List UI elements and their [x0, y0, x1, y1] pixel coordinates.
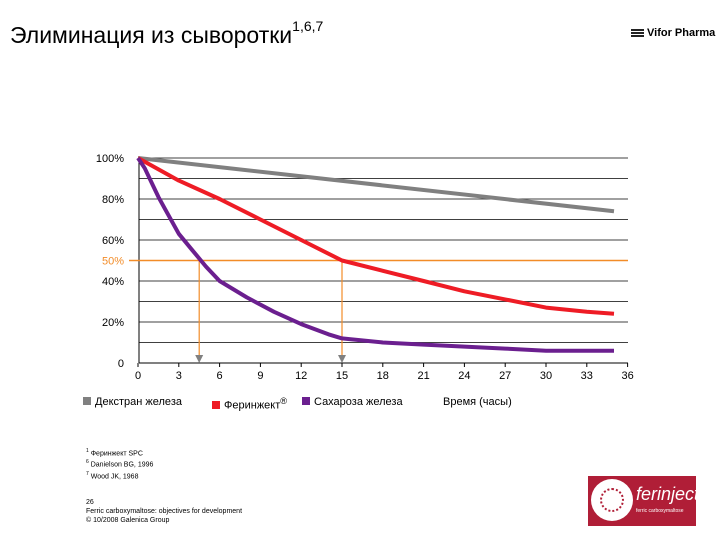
y-tick-label: 0	[118, 358, 124, 370]
slide-title: Элиминация из сыворотки1,6,7	[10, 18, 323, 49]
x-tick-label: 0	[135, 370, 141, 382]
logo-text: Vifor Pharma	[647, 27, 716, 39]
x-tick-label: 3	[176, 370, 182, 382]
x-tick-label: 9	[257, 370, 263, 382]
copyright: © 10/2008 Galenica Group	[86, 517, 170, 524]
y-tick-label: 50%	[102, 256, 124, 268]
legend-item-ferinject: Феринжект®	[212, 396, 287, 412]
footnotes: 1 Феринжект SPC 6 Danielson BG, 1996 7 W…	[86, 447, 153, 481]
y-tick-label: 40%	[102, 276, 124, 288]
y-tick-label: 60%	[102, 235, 124, 247]
legend-swatch-dextran	[83, 397, 91, 405]
slide-info: 26 Ferric carboxymaltose: objectives for…	[86, 498, 242, 525]
footnote-1: 1 Феринжект SPC	[86, 448, 143, 458]
ferinject-emblem-icon	[591, 479, 633, 521]
drop-arrow-1	[338, 355, 346, 363]
legend-label-dextran: Декстран железа	[95, 396, 182, 408]
x-tick-label: 12	[295, 370, 307, 382]
series-line-dextran	[137, 156, 615, 214]
y-tick-label: 100%	[96, 153, 124, 165]
presentation-title: Ferric carboxymaltose: objectives for de…	[86, 508, 243, 515]
ferinject-brand-logo: ferinject® ferric carboxymaltose	[588, 476, 704, 526]
title-text: Элиминация из сыворотки	[10, 22, 293, 48]
legend-swatch-ferinject	[212, 400, 220, 409]
x-tick-label: 15	[336, 370, 348, 382]
x-tick-label: 36	[621, 370, 633, 382]
x-tick-label: 6	[217, 370, 223, 382]
x-tick-label: 30	[540, 370, 552, 382]
y-tick-label: 80%	[102, 194, 124, 206]
legend-label-sucrose: Сахароза железа	[314, 396, 403, 408]
x-tick-label: 33	[581, 370, 593, 382]
legend-sup-ferinject: ®	[280, 396, 288, 406]
brand-name: ferinject®	[636, 484, 705, 504]
x-tick-label: 18	[377, 370, 389, 382]
legend-swatch-sucrose	[302, 397, 310, 405]
brand-subtitle: ferric carboxymaltose	[636, 508, 684, 514]
logo-bars-icon	[631, 28, 644, 38]
legend-label-ferinject: Феринжект	[224, 399, 281, 412]
page-number: 26	[86, 499, 94, 506]
drop-arrow-0	[195, 355, 204, 363]
footnote-6: 6 Danielson BG, 1996	[86, 459, 154, 469]
x-tick-label: 27	[499, 370, 511, 382]
y-tick-label: 20%	[102, 317, 124, 329]
x-axis-label: Время (часы)	[443, 396, 512, 408]
x-tick-label: 21	[417, 370, 429, 382]
x-tick-label: 24	[458, 370, 470, 382]
title-superscript: 1,6,7	[292, 18, 324, 34]
vifor-logo: Vifor Pharma	[631, 27, 715, 39]
footnote-7: 7 Wood JK, 1968	[86, 470, 139, 480]
series-line-sucrose	[136, 156, 614, 353]
series-line-ferinject	[137, 156, 615, 316]
legend-item-sucrose: Сахароза железа	[302, 396, 403, 408]
legend-item-dextran: Декстран железа	[83, 396, 182, 408]
